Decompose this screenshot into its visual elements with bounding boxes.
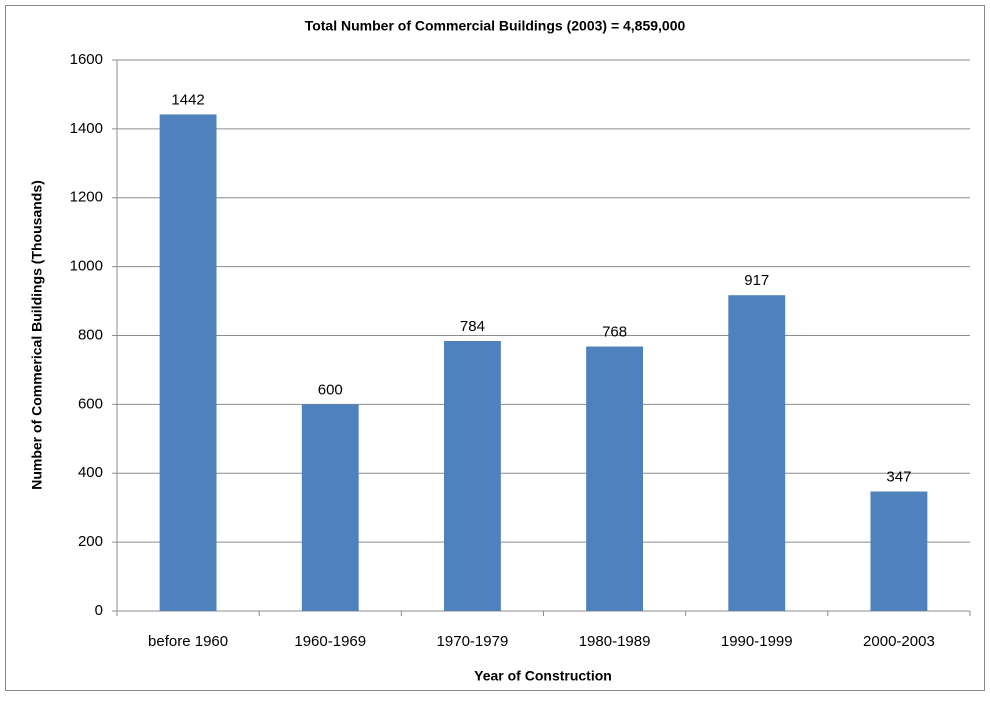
- data-label: 768: [602, 323, 627, 340]
- x-tick-label: 1970-1979: [437, 633, 509, 650]
- y-tick-label: 600: [78, 395, 103, 412]
- bar: [443, 341, 501, 611]
- data-label: 784: [460, 318, 485, 335]
- y-tick-label: 800: [78, 326, 103, 343]
- x-tick-label: 1990-1999: [721, 633, 793, 650]
- x-axis-title: Year of Construction: [474, 668, 612, 684]
- y-tick-label: 400: [78, 464, 103, 481]
- x-tick-label: before 1960: [148, 633, 228, 650]
- y-tick-label: 1600: [70, 51, 103, 68]
- y-tick-label: 1200: [70, 189, 103, 206]
- bar: [301, 404, 359, 611]
- y-axis-title: Number of Commerical Buildings (Thousand…: [29, 180, 45, 490]
- x-tick-label: 1960-1969: [294, 633, 366, 650]
- data-label: 1442: [171, 91, 204, 108]
- data-label: 917: [744, 272, 769, 289]
- y-tick-label: 1000: [70, 258, 103, 275]
- x-tick-label: 1980-1989: [579, 633, 651, 650]
- chart-title: Total Number of Commercial Buildings (20…: [305, 18, 686, 34]
- y-tick-label: 0: [95, 602, 103, 619]
- y-tick-label: 1400: [70, 120, 103, 137]
- data-label: 347: [886, 468, 911, 485]
- y-tick-label: 200: [78, 533, 103, 550]
- data-label: 600: [318, 381, 343, 398]
- bar: [870, 491, 928, 611]
- bar: [586, 346, 644, 611]
- x-tick-label: 2000-2003: [863, 633, 935, 650]
- bar: [159, 114, 217, 611]
- bar: [728, 295, 786, 611]
